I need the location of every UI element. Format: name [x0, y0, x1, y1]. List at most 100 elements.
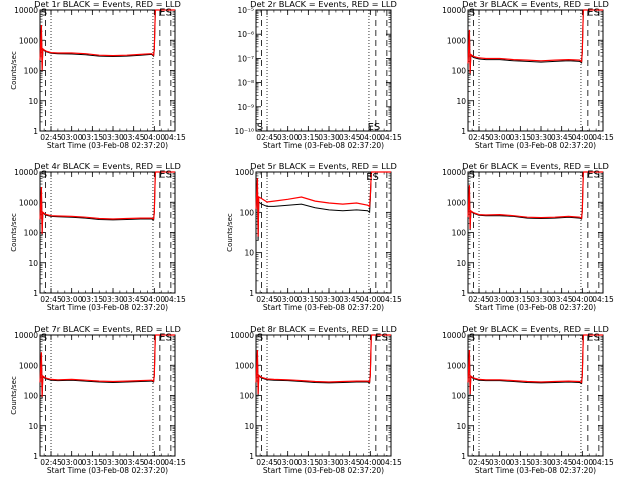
chart-title: Det 6r BLACK = Events, RED = LLD	[462, 161, 609, 171]
x-tick-label: 03:15	[298, 458, 320, 467]
x-tick-label: 02:45	[256, 458, 278, 467]
chart-title: Det 2r BLACK = Events, RED = LLD	[250, 0, 397, 9]
x-tick-label: 02:45	[40, 458, 62, 467]
lld-series-line	[39, 9, 175, 71]
x-tick-label: 03:30	[318, 295, 340, 304]
x-tick-label: 03:45	[551, 295, 573, 304]
x-tick-label: 04:15	[380, 295, 402, 304]
x-tick-label: 04:00	[572, 133, 594, 142]
marker-s-label: S	[257, 122, 263, 133]
y-tick-label: 1000	[19, 361, 38, 370]
x-tick-label: 03:00	[489, 133, 511, 142]
x-tick-label: 03:30	[102, 295, 124, 304]
y-tick-label: 10	[28, 422, 38, 431]
x-axis-label: Start Time (03-Feb-08 02:37:20)	[475, 141, 596, 150]
y-tick-label: 100	[452, 229, 467, 238]
x-tick-label: 03:45	[339, 458, 361, 467]
marker-s-label: S	[257, 332, 263, 343]
marker-s-label: S	[469, 169, 475, 180]
y-tick-label: 10⁻⁶	[237, 30, 254, 39]
x-axis-label: Start Time (03-Feb-08 02:37:20)	[47, 466, 168, 475]
x-tick-label: 04:15	[592, 133, 614, 142]
y-tick-label: 100	[24, 67, 39, 76]
y-axis-label: Counts/sec	[10, 376, 18, 415]
x-axis-label: Start Time (03-Feb-08 02:37:20)	[263, 141, 384, 150]
y-tick-label: 10	[28, 97, 38, 106]
y-tick-label: 1000	[447, 361, 466, 370]
y-tick-label: 1000	[235, 361, 254, 370]
x-tick-label: 02:45	[468, 458, 490, 467]
panel-det-7: Det 7r BLACK = Events, RED = LLD 1 10 100 10…	[10, 324, 186, 475]
x-axis-label: Start Time (03-Feb-08 02:37:20)	[263, 303, 384, 312]
y-tick-label: 100	[240, 392, 255, 401]
panel-det-8: Det 8r BLACK = Events, RED = LLD 1 10 100 10…	[230, 324, 402, 475]
marker-s-label: S	[41, 332, 47, 343]
y-tick-label: 1	[33, 452, 38, 461]
x-axis-label: Start Time (03-Feb-08 02:37:20)	[475, 466, 596, 475]
y-tick-label: 1	[461, 289, 466, 298]
marker-es-label: ES	[159, 169, 172, 180]
x-axis-label: Start Time (03-Feb-08 02:37:20)	[263, 466, 384, 475]
x-tick-label: 03:00	[489, 458, 511, 467]
lld-series-line	[467, 171, 603, 230]
marker-es-label: ES	[587, 7, 600, 18]
x-tick-label: 03:45	[551, 133, 573, 142]
chart-title: Det 1r BLACK = Events, RED = LLD	[34, 0, 181, 9]
y-tick-label: 1000	[19, 198, 38, 207]
chart-title: Det 9r BLACK = Events, RED = LLD	[462, 324, 609, 334]
chart-title: Det 3r BLACK = Events, RED = LLD	[462, 0, 609, 9]
panel-det-1: Det 1r BLACK = Events, RED = LLD 1 10 100 10…	[10, 0, 186, 150]
y-tick-label: 1000	[447, 36, 466, 45]
x-tick-label: 02:45	[40, 133, 62, 142]
x-tick-label: 03:15	[82, 295, 104, 304]
marker-es-label: ES	[587, 169, 600, 180]
x-tick-label: 03:30	[318, 133, 340, 142]
y-tick-label: 1	[249, 289, 254, 298]
lld-series-line	[467, 334, 603, 395]
marker-es-label: ES	[375, 332, 388, 343]
x-tick-label: 04:15	[164, 133, 186, 142]
x-tick-label: 03:30	[530, 295, 552, 304]
x-tick-label: 03:00	[277, 458, 299, 467]
x-tick-label: 03:45	[123, 458, 145, 467]
y-tick-label: 10	[456, 422, 466, 431]
x-tick-label: 03:00	[489, 295, 511, 304]
x-tick-label: 02:45	[40, 295, 62, 304]
x-axis-label: Start Time (03-Feb-08 02:37:20)	[47, 303, 168, 312]
lld-series-line	[255, 334, 391, 395]
y-tick-label: 10	[456, 97, 466, 106]
x-tick-label: 04:00	[360, 133, 382, 142]
marker-es-label: ES	[159, 7, 172, 18]
x-axis-label: Start Time (03-Feb-08 02:37:20)	[47, 141, 168, 150]
y-tick-label: 10000	[442, 168, 466, 177]
y-tick-label: 100	[452, 392, 467, 401]
y-tick-label: 1000	[19, 36, 38, 45]
y-tick-label: 1	[249, 452, 254, 461]
x-tick-label: 04:00	[144, 458, 166, 467]
chart-title: Det 5r BLACK = Events, RED = LLD	[250, 161, 397, 171]
y-tick-label: 10	[456, 259, 466, 268]
x-tick-label: 03:15	[298, 295, 320, 304]
panel-det-4: Det 4r BLACK = Events, RED = LLD 1 10 100 10…	[10, 161, 186, 312]
x-tick-label: 04:15	[380, 133, 402, 142]
marker-s-label: S	[469, 7, 475, 18]
y-tick-label: 10⁻⁷	[237, 54, 254, 63]
y-tick-label: 10⁻¹⁰	[234, 127, 254, 136]
x-tick-label: 03:15	[510, 458, 532, 467]
y-tick-label: 10000	[442, 6, 466, 15]
lld-series-line	[39, 334, 175, 397]
x-tick-label: 03:30	[102, 133, 124, 142]
y-axis-label: Counts/sec	[226, 213, 234, 252]
x-tick-label: 04:15	[380, 458, 402, 467]
lld-series-line	[255, 171, 391, 237]
x-tick-label: 04:15	[592, 458, 614, 467]
marker-es-label: ES	[368, 122, 381, 133]
x-tick-label: 03:45	[123, 295, 145, 304]
plot-frame	[255, 171, 392, 294]
y-tick-label: 100	[24, 229, 39, 238]
x-tick-label: 02:45	[468, 133, 490, 142]
x-tick-label: 03:00	[277, 133, 299, 142]
y-tick-label: 10	[28, 259, 38, 268]
y-tick-label: 10	[244, 422, 254, 431]
lld-series-line	[467, 9, 603, 74]
